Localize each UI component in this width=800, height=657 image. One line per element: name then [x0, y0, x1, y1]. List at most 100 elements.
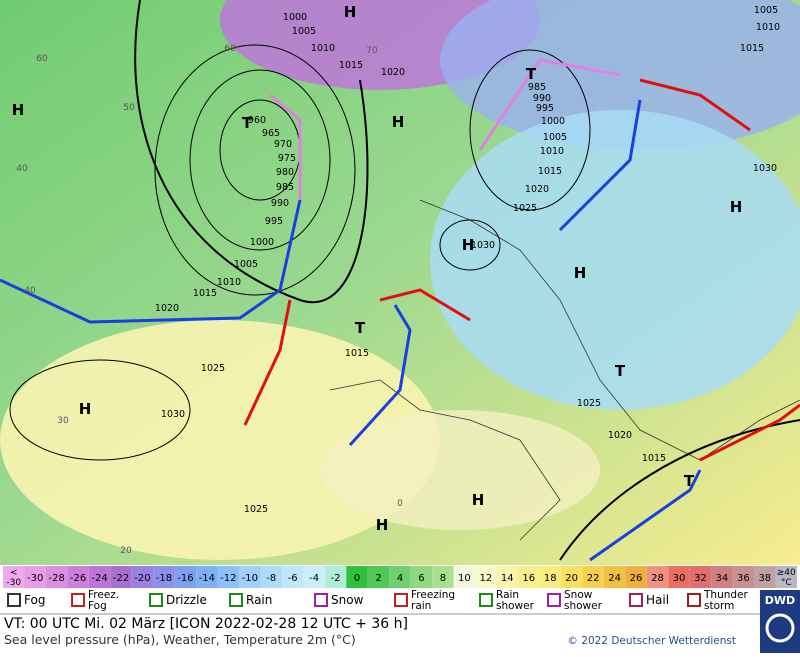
isobar-label: 1015: [538, 166, 562, 177]
map: [0, 0, 800, 565]
colorbar-label: 8: [440, 573, 446, 584]
colorbar-cell: [45, 566, 68, 588]
colorbar-cell: [217, 566, 240, 588]
logo: DWD: [765, 594, 795, 607]
colorbar-cell: [110, 566, 132, 588]
map-labels: 1000100510101015102096096597097598098599…: [12, 3, 780, 556]
temperature-label: 50: [123, 103, 135, 113]
colorbar-cell: [153, 566, 175, 588]
colorbar-cell: [389, 566, 411, 588]
pressure-center: T: [242, 114, 253, 132]
colorbar-cell: [367, 566, 390, 588]
legend-label: Snow: [331, 593, 364, 607]
pressure-center: H: [79, 400, 92, 418]
pressure-center: T: [355, 319, 366, 337]
colorbar-label: -8: [266, 573, 276, 584]
colorbar-cell: [239, 566, 261, 588]
colorbar-label: 14: [501, 573, 514, 584]
colorbar-label: -12: [220, 573, 236, 584]
legend-icon: [479, 593, 493, 607]
isobar-label: 1025: [244, 504, 268, 515]
isobar-label: 1000: [541, 116, 565, 127]
colorbar-label: 20: [565, 573, 578, 584]
pressure-center: T: [526, 65, 537, 83]
colorbar-cell: [67, 566, 89, 588]
colorbar-cell: [196, 566, 218, 588]
isobar-label: 1015: [339, 60, 363, 71]
colorbar-label: 36: [737, 573, 750, 584]
legend-label: Snow shower: [564, 589, 603, 612]
isobar-label: 995: [265, 216, 283, 227]
temperature-label: 70: [366, 46, 378, 56]
colorbar-cell: [88, 566, 111, 588]
isobar-label: 1005: [754, 5, 778, 16]
colorbar-label: -24: [91, 573, 107, 584]
legend-icon: [229, 593, 243, 607]
legend-icon: [7, 593, 21, 607]
colorbar-cell: [475, 566, 497, 588]
colorbar-label: -16: [177, 573, 193, 584]
colorbar-cell: [346, 566, 368, 588]
logo-icon: [765, 613, 795, 643]
colorbar-label: 0: [354, 573, 360, 584]
colorbar-label: 38: [758, 573, 771, 584]
description: Sea level pressure (hPa), Weather, Tempe…: [4, 632, 356, 647]
isobar-label: 985: [276, 182, 294, 193]
pressure-center: H: [574, 264, 587, 282]
colorbar-cell: [732, 566, 755, 588]
isobar-label: 1015: [345, 348, 369, 359]
colorbar-cell: [603, 566, 626, 588]
legend-icon: [687, 593, 701, 607]
isobar-label: 975: [278, 153, 296, 164]
pressure-center: H: [392, 113, 405, 131]
legend-label: Hail: [646, 593, 669, 607]
legend-label: Rain: [246, 593, 272, 607]
colorbar-label: 18: [544, 573, 557, 584]
isobar-label: 1020: [381, 67, 405, 78]
temperature-label: 30: [57, 416, 69, 426]
colorbar-label: <: [10, 568, 18, 578]
colorbar-label: 22: [587, 573, 600, 584]
colorbar-cell: [646, 566, 669, 588]
isobar-label: 1025: [577, 398, 601, 409]
colorbar-label: 28: [651, 573, 664, 584]
isobar-label: 1010: [756, 22, 780, 33]
temperature-label: 60: [224, 44, 236, 54]
colorbar-cell: [174, 566, 197, 588]
isobar-label: 1005: [292, 26, 316, 37]
isobar-label: 1020: [608, 430, 632, 441]
colorbar-label: -14: [199, 573, 215, 584]
colorbar-cell: [24, 566, 46, 588]
colorbar-cell: [560, 566, 583, 588]
legend-icon: [629, 593, 643, 607]
colorbar-cell: [260, 566, 282, 588]
colorbar-cell: [131, 566, 154, 588]
isobar-label: 1030: [753, 163, 777, 174]
colorbar-cell: [303, 566, 325, 588]
colorbar-label: °C: [781, 578, 792, 588]
isobar-label: 985: [528, 82, 546, 93]
isobar-label: 970: [274, 139, 292, 150]
isobar-label: 1030: [471, 240, 495, 251]
colorbar-cell: [625, 566, 647, 588]
isobar-label: 1025: [201, 363, 225, 374]
isobar-label: 990: [533, 93, 551, 104]
temperature-label: 40: [16, 164, 28, 174]
colorbar-cell: [410, 566, 433, 588]
legend-icon: [149, 593, 163, 607]
colorbar-label: -20: [134, 573, 150, 584]
colorbar-label: 24: [608, 573, 621, 584]
colorbar-label: 10: [458, 573, 471, 584]
pressure-center: H: [730, 198, 743, 216]
colorbar-cell: [689, 566, 712, 588]
legend-icon: [394, 593, 408, 607]
colorbar-label: -2: [331, 573, 341, 584]
colorbar-cell: [281, 566, 304, 588]
colorbar-label: 32: [694, 573, 707, 584]
colorbar-cell: [324, 566, 347, 588]
colorbar-cell: [453, 566, 476, 588]
isobar-label: 1015: [642, 453, 666, 464]
pressure-center: H: [472, 491, 485, 509]
colorbar-label: -30: [6, 578, 21, 588]
colorbar-label: -18: [156, 573, 172, 584]
